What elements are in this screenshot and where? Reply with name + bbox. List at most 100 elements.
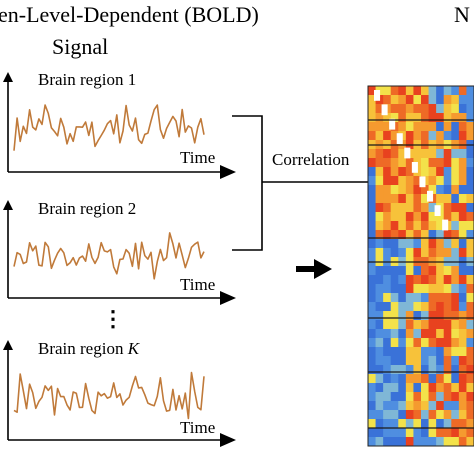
heatmap-cell xyxy=(413,419,422,429)
heatmap-cell xyxy=(436,338,445,348)
heatmap-cell xyxy=(375,239,384,249)
heatmap-cell xyxy=(383,230,392,240)
heatmap-cell xyxy=(383,131,392,141)
heatmap-cell xyxy=(398,419,407,429)
heatmap-cell xyxy=(390,95,399,105)
heatmap-cell xyxy=(436,86,445,96)
region-2-time-label: Time xyxy=(180,275,216,294)
heatmap-cell xyxy=(458,122,467,132)
heatmap-cell xyxy=(368,401,376,411)
heatmap-cell xyxy=(428,302,437,312)
heatmap-cell xyxy=(413,410,422,420)
heatmap-cell xyxy=(398,95,407,105)
heatmap-cell xyxy=(436,158,445,168)
heatmap-cell xyxy=(443,203,452,213)
heatmap-cell xyxy=(428,275,437,285)
heatmap-cell xyxy=(451,203,460,213)
heatmap-cell xyxy=(368,302,376,312)
heatmap-cell xyxy=(390,230,399,240)
heatmap-cell xyxy=(390,113,399,123)
heatmap-cell xyxy=(421,158,429,168)
heatmap-cell xyxy=(390,239,399,249)
heatmap-cell xyxy=(390,104,399,114)
heatmap-cell xyxy=(436,428,445,438)
heatmap-cell xyxy=(390,320,399,330)
heatmap-cell xyxy=(428,167,437,177)
heatmap-cell xyxy=(466,113,474,123)
heatmap-cell xyxy=(458,347,467,357)
heatmap-cell xyxy=(405,194,414,204)
title-line-2: Signal xyxy=(52,34,109,59)
heatmap-cell xyxy=(436,410,445,420)
heatmap-cell xyxy=(421,194,429,204)
heatmap-cell xyxy=(398,293,407,303)
heatmap-cell xyxy=(443,230,452,240)
heatmap-cell xyxy=(398,230,407,240)
heatmap-cell xyxy=(428,104,437,114)
heatmap-cell xyxy=(451,374,460,384)
heatmap-cell xyxy=(375,104,384,114)
heatmap-cell xyxy=(405,410,414,420)
heatmap-cell xyxy=(421,392,429,402)
heatmap-cell xyxy=(375,311,384,321)
heatmap-cell xyxy=(398,356,407,366)
heatmap-cell xyxy=(375,419,384,429)
title-line-1: en-Level-Dependent (BOLD) xyxy=(0,2,259,27)
heatmap-cell xyxy=(466,302,474,312)
heatmap-cell xyxy=(458,275,467,285)
heatmap-cell xyxy=(368,365,376,375)
heatmap-cell xyxy=(436,239,445,249)
heatmap-cell xyxy=(436,122,445,132)
heatmap-cell xyxy=(390,428,399,438)
heatmap-cell xyxy=(390,248,399,258)
heatmap-cell xyxy=(375,392,384,402)
heatmap-cell xyxy=(428,347,437,357)
heatmap-cell xyxy=(375,275,384,285)
heatmap-cell xyxy=(405,266,414,276)
heatmap-cell xyxy=(443,383,452,393)
heatmap-cell xyxy=(398,176,407,186)
heatmap-cell xyxy=(375,113,384,123)
y-axis-arrow-3 xyxy=(3,340,13,350)
heatmap-cell xyxy=(443,401,452,411)
heatmap-cell xyxy=(466,185,474,195)
heatmap-cell xyxy=(383,365,392,375)
heatmap-cell xyxy=(405,248,414,258)
heatmap-cell xyxy=(398,365,407,375)
heatmap-cell xyxy=(413,203,422,213)
heatmap-cell xyxy=(390,356,399,366)
heatmap-cell xyxy=(421,212,429,222)
heatmap-cell xyxy=(458,230,467,240)
heatmap-cell xyxy=(466,221,474,231)
heatmap-cell xyxy=(436,113,445,123)
heatmap-cell xyxy=(443,428,452,438)
correlation-label: Correlation xyxy=(272,150,350,169)
heatmap-cell xyxy=(383,329,392,339)
heatmap-cell xyxy=(428,410,437,420)
heatmap-cell xyxy=(421,320,429,330)
heatmap-cell xyxy=(443,275,452,285)
heatmap-cell xyxy=(368,230,376,240)
heatmap-cell xyxy=(390,284,399,294)
heatmap-cell xyxy=(398,302,407,312)
heatmap-cell xyxy=(443,239,452,249)
heatmap-cell xyxy=(451,122,460,132)
heatmap-cell xyxy=(375,230,384,240)
heatmap-cell xyxy=(383,392,392,402)
heatmap-cell xyxy=(436,365,445,375)
heatmap-cell xyxy=(436,167,445,177)
heatmap-cell xyxy=(466,176,474,186)
heatmap-cell xyxy=(451,293,460,303)
heatmap-cell xyxy=(428,428,437,438)
heatmap-cell xyxy=(368,374,376,384)
heatmap-cell xyxy=(428,365,437,375)
heatmap-cell xyxy=(421,104,429,114)
heatmap-cell xyxy=(458,302,467,312)
heatmap-cell xyxy=(458,392,467,402)
heatmap-cell xyxy=(398,203,407,213)
heatmap-cell xyxy=(451,266,460,276)
heatmap-cell xyxy=(405,86,414,96)
heatmap-cell xyxy=(443,311,452,321)
heatmap-cell xyxy=(466,329,474,339)
heatmap-diagonal-cell xyxy=(427,190,434,202)
